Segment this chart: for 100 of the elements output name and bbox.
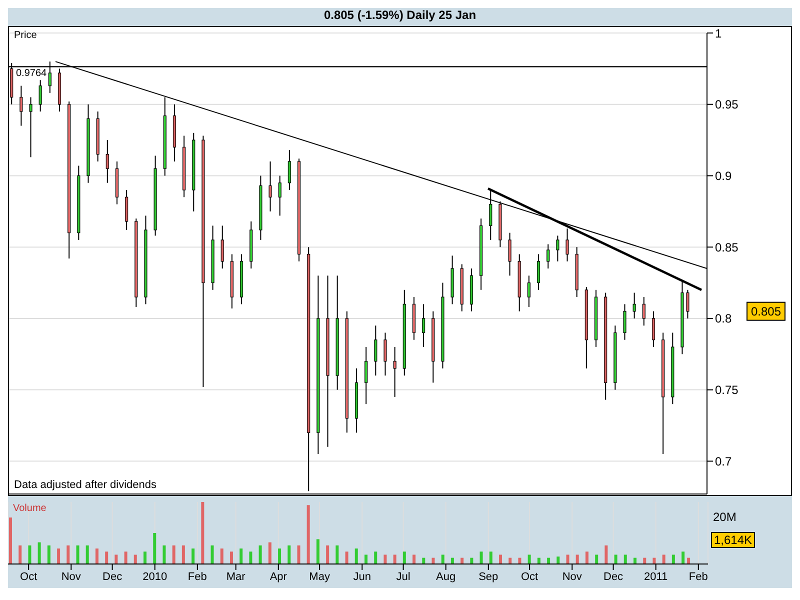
bar — [28, 545, 32, 564]
candlestick — [268, 160, 272, 212]
candlestick — [652, 310, 656, 348]
bar — [210, 545, 214, 564]
candlestick — [536, 254, 540, 290]
bar — [76, 545, 80, 564]
bar — [402, 552, 406, 564]
x-tick-label: Mar — [226, 570, 246, 583]
y-tick-label: 0.9 — [715, 168, 732, 183]
y-axis-title: Volume — [13, 503, 46, 514]
chart-title: 0.805 (-1.59%) Daily 25 Jan — [322, 8, 478, 24]
bar — [38, 542, 41, 564]
x-tick-label: Aug — [436, 570, 456, 583]
bar — [249, 552, 252, 564]
bar — [66, 545, 70, 564]
bar — [57, 548, 60, 564]
bar — [278, 548, 282, 564]
x-tick-label: Dec — [604, 570, 624, 583]
candlestick — [38, 80, 42, 112]
bar — [134, 554, 137, 564]
candlestick — [106, 140, 109, 184]
bar — [393, 554, 396, 564]
candlestick — [556, 235, 560, 262]
x-tick-label: Dec — [102, 570, 123, 583]
bar — [326, 545, 330, 564]
bar — [576, 554, 579, 564]
bar — [306, 505, 310, 564]
bar — [336, 545, 339, 564]
bar — [556, 556, 560, 564]
x-tick-label: Jun — [353, 570, 371, 583]
candlestick — [623, 304, 626, 340]
bar — [566, 554, 570, 564]
candlestick — [508, 232, 512, 276]
candlestick — [220, 225, 224, 269]
candlestick — [546, 244, 550, 269]
bar — [480, 552, 483, 564]
candlestick — [364, 346, 368, 405]
bar — [201, 502, 204, 564]
bar — [162, 545, 166, 564]
bar — [144, 552, 147, 564]
y-tick-label: 0.95 — [715, 98, 739, 112]
candlestick — [384, 332, 387, 376]
bar — [95, 548, 98, 564]
bar — [412, 554, 416, 564]
bar — [384, 554, 387, 564]
bar — [114, 554, 118, 564]
bar — [441, 554, 444, 564]
y-axis-title: Price — [14, 30, 37, 41]
x-tick-label: Oct — [20, 570, 38, 583]
candlestick — [422, 304, 426, 348]
candlestick — [642, 296, 646, 326]
x-tick-label: Feb — [688, 570, 708, 583]
bar — [18, 545, 22, 564]
candlestick — [374, 325, 378, 376]
bar — [624, 554, 627, 564]
bar — [662, 554, 666, 564]
candlestick — [278, 175, 282, 216]
bar — [182, 545, 185, 564]
y-tick-label: 0.75 — [715, 383, 739, 398]
candlestick — [632, 292, 636, 319]
bar — [604, 545, 608, 564]
candlestick — [566, 228, 569, 262]
bar — [86, 545, 89, 564]
text: 1,614K — [711, 532, 756, 548]
candlestick — [527, 275, 530, 308]
x-tick-label: 2011 — [644, 570, 668, 583]
bar — [268, 542, 272, 564]
x-tick-label: Sep — [478, 570, 498, 583]
y-tick-label: 0.7 — [715, 454, 732, 468]
bar — [489, 552, 492, 564]
bar — [374, 552, 378, 564]
y-tick-label: 1 — [715, 26, 722, 40]
bar — [528, 554, 531, 564]
bar — [354, 548, 358, 564]
bar — [153, 533, 156, 564]
bar — [585, 552, 588, 564]
bar — [230, 552, 233, 564]
bar — [9, 518, 12, 564]
x-tick-label: Feb — [188, 570, 207, 583]
bar — [240, 548, 243, 564]
x-tick-label: May — [309, 570, 330, 583]
bar — [595, 554, 598, 564]
candlestick — [20, 85, 23, 126]
bar — [614, 554, 618, 564]
bar — [672, 554, 675, 564]
x-tick-label: Oct — [521, 570, 538, 583]
x-tick-label: Nov — [61, 570, 82, 583]
y-tick-label: 0.8 — [715, 312, 732, 326]
bar — [288, 545, 291, 564]
candlestick — [288, 150, 291, 190]
y-tick-label: 0.85 — [715, 240, 739, 254]
text: 20M — [712, 510, 738, 524]
bar — [258, 545, 262, 564]
bar — [364, 554, 368, 564]
bar — [105, 552, 108, 564]
bar — [345, 552, 348, 564]
x-tick-label: Nov — [562, 570, 582, 583]
candlestick — [393, 346, 396, 398]
x-tick-label: Apr — [270, 570, 288, 583]
bar — [192, 548, 195, 564]
